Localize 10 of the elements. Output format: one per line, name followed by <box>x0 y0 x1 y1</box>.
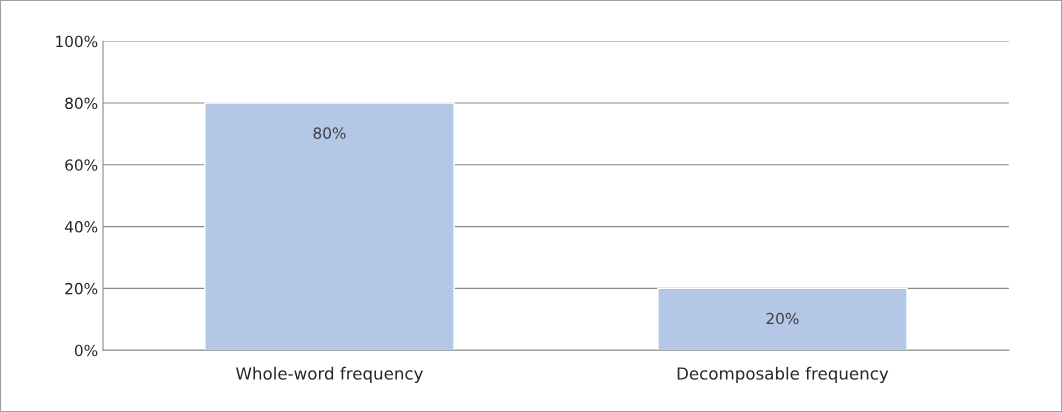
y-tick-label: 80% <box>65 97 98 110</box>
y-tick-label: 0% <box>74 344 98 357</box>
data-label: 20% <box>766 312 799 325</box>
y-tick-label: 20% <box>65 282 98 295</box>
data-label: 80% <box>313 127 346 139</box>
y-tick-label: 100% <box>56 35 98 48</box>
x-tick-label: Decomposable frequency <box>677 366 889 383</box>
y-tick-label: 40% <box>64 221 98 233</box>
y-tick-label: 60% <box>65 159 98 171</box>
x-tick-label: Whole-word frequency <box>236 366 423 383</box>
